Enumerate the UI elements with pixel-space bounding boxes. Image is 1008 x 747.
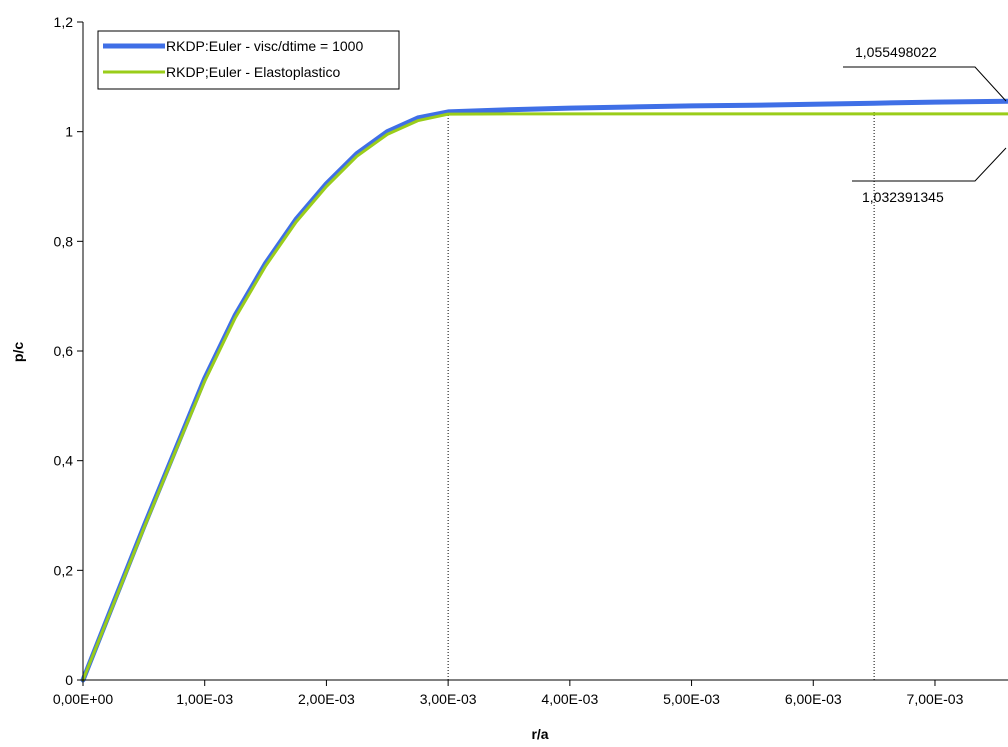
- annotation-label-1: 1,055498022: [855, 44, 937, 60]
- legend: RKDP:Euler - visc/dtime = 1000 RKDP;Eule…: [97, 30, 400, 90]
- legend-label-series-1: RKDP:Euler - visc/dtime = 1000: [166, 38, 363, 54]
- x-tick-label: 0,00E+00: [53, 691, 114, 707]
- series-layer: [80, 98, 1008, 683]
- x-tick-label: 7,00E-03: [907, 691, 964, 707]
- annotation-leader-1: [843, 66, 1007, 102]
- y-ticks: 0 0,2 0,4 0,6 0,8 1 1,2: [54, 14, 83, 688]
- x-tick-label: 2,00E-03: [298, 691, 355, 707]
- series-line-2: [81, 112, 1008, 682]
- annotation-leader-2: [852, 147, 1007, 182]
- annotation-label-2: 1,032391345: [862, 189, 944, 205]
- x-tick-label: 1,00E-03: [176, 691, 233, 707]
- x-tick-label: 6,00E-03: [785, 691, 842, 707]
- x-tick-label: 4,00E-03: [541, 691, 598, 707]
- x-tick-label: 3,00E-03: [420, 691, 477, 707]
- x-tick-label: 5,00E-03: [663, 691, 720, 707]
- y-axis-title: p/c: [10, 342, 26, 362]
- y-tick-label: 0,4: [54, 453, 74, 469]
- annotations: 1,055498022 1,032391345: [843, 44, 1007, 205]
- y-tick-label: 0,6: [54, 343, 74, 359]
- x-axis-title: r/a: [531, 726, 548, 742]
- y-tick-label: 0: [65, 672, 73, 688]
- y-tick-label: 0,2: [54, 562, 74, 578]
- legend-label-series-2: RKDP;Euler - Elastoplastico: [166, 64, 341, 80]
- y-tick-label: 1,2: [54, 14, 74, 30]
- x-ticks: 0,00E+00 1,00E-03 2,00E-03 3,00E-03 4,00E-03…: [53, 680, 964, 707]
- y-tick-label: 1: [65, 124, 73, 140]
- legend-box: [97, 30, 400, 90]
- y-tick-label: 0,8: [54, 233, 74, 249]
